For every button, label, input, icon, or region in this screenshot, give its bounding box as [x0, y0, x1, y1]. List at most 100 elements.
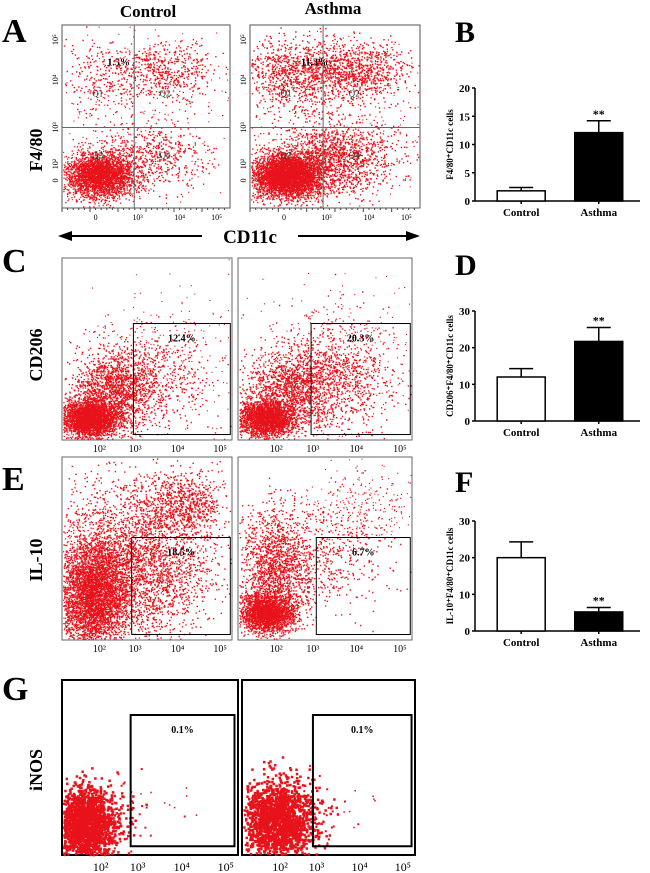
quadrant-label-q4: Q4	[349, 151, 360, 161]
y-tick-label: 10⁵	[239, 34, 248, 45]
x-tick-label: Control	[503, 427, 539, 439]
scatter-points	[239, 485, 338, 638]
y-tick-label: 20	[459, 83, 471, 95]
y-axis-label: F4/80⁺CD11c cells	[445, 109, 455, 180]
y-label-f480: F4/80	[26, 129, 46, 172]
y-tick-label: 15	[459, 111, 471, 123]
header-control: Control	[120, 2, 177, 21]
flow-plot-e-control: 18.5% 10² 10³ 10⁴ 10⁵	[61, 456, 233, 655]
gate-box	[315, 537, 411, 636]
x-tick-label: 10⁵	[211, 213, 222, 222]
bar-control	[496, 556, 546, 632]
y-tick-label: 10⁵	[51, 34, 60, 45]
x-tick-label: Control	[503, 207, 539, 219]
x-tick-label: 10⁵	[213, 644, 227, 655]
scatter-points	[253, 94, 420, 208]
x-tick-label: 10²	[93, 444, 106, 455]
x-tick-label: 10⁵	[401, 213, 412, 222]
bar-chart-b: 0 5 10 15 20 F4/80⁺CD11c cells Control Asthma **	[445, 83, 640, 219]
flow-plot-g-asthma: 0.1% 10² 10³ 10⁴ 10⁵	[241, 679, 416, 873]
quadrant-label-q1: Q1	[281, 88, 292, 98]
x-tick-label: 10⁵	[213, 444, 227, 455]
scatter-points	[251, 139, 357, 207]
y-tick-label: 10³	[51, 122, 60, 133]
panel-letter-b: B	[455, 16, 475, 49]
gate-percentage: 11.3%	[301, 57, 328, 68]
gate-percentage: 20.3%	[347, 334, 375, 345]
x-tick-label: 10³	[321, 213, 332, 222]
panel-letter-a: A	[2, 13, 27, 50]
x-tick-label: 10⁵	[395, 860, 411, 873]
x-tick-label: 10³	[306, 644, 319, 655]
x-tick-label: 10⁴	[174, 213, 185, 222]
right-arrow-icon	[406, 231, 420, 241]
x-tick-label: 10⁴	[350, 444, 364, 455]
gate-percentage: 1.5%	[107, 57, 130, 68]
x-tick-label: 10⁴	[171, 444, 185, 455]
gate-percentage: 0.1%	[351, 725, 374, 736]
scatter-points	[72, 87, 220, 202]
x-tick-label: 10³	[309, 860, 325, 873]
gate-box	[311, 714, 413, 848]
y-label-inos: iNOS	[26, 749, 46, 791]
x-tick-label: Control	[503, 637, 539, 649]
x-tick-label: 10³	[130, 860, 146, 873]
panel-letter-g: G	[2, 671, 28, 708]
x-tick-label: 10⁵	[218, 860, 234, 873]
gate-box	[131, 537, 231, 636]
flow-plot-c-asthma: 20.3% 10² 10³ 10⁴ 10⁵	[237, 257, 413, 455]
flow-plot-e-asthma: 6.7% 10² 10³ 10⁴ 10⁵	[237, 456, 413, 655]
quadrant-label-q3: Q3	[281, 151, 292, 161]
y-tick-label: 20	[459, 343, 471, 355]
y-tick-label: 10	[459, 379, 471, 391]
panel-letter-f: F	[455, 466, 473, 499]
y-tick-label: 10²	[51, 158, 60, 169]
y-tick-label: 30	[459, 306, 471, 318]
scatter-points	[64, 461, 232, 581]
x-tick-label: 10³	[129, 644, 142, 655]
x-tick-label: 10²	[270, 444, 283, 455]
y-axis-label: IL-10⁺F4/80⁺CD11c cells	[445, 527, 455, 624]
gate-percentage: 18.5%	[167, 548, 195, 559]
gate-box	[310, 323, 411, 436]
quadrant-label-q2: Q2	[159, 88, 170, 98]
y-tick-label: 0	[465, 196, 471, 208]
scatter-points	[63, 26, 180, 126]
x-tick-label: 10⁴	[174, 860, 190, 873]
x-tick-label: Asthma	[580, 637, 617, 649]
x-tick-label: 10²	[93, 644, 106, 655]
y-tick-label: 30	[459, 516, 471, 528]
y-label-cd206: CD206	[26, 329, 46, 382]
panel-letter-c: C	[2, 243, 27, 280]
scatter-points	[124, 458, 230, 551]
x-tick-label: 10²	[93, 860, 109, 873]
scatter-points	[239, 314, 367, 439]
scatter-points	[260, 31, 420, 117]
x-tick-label: 10³	[129, 444, 142, 455]
significance-label: **	[593, 314, 605, 328]
bar-asthma	[574, 131, 624, 202]
x-tick-label: 10⁴	[352, 860, 368, 873]
x-tick-label: 10⁴	[350, 644, 364, 655]
x-tick-label: Asthma	[580, 427, 617, 439]
y-tick-label: 10	[459, 140, 471, 152]
x-tick-label: 10⁵	[393, 644, 407, 655]
quadrant-label-q4: Q4	[159, 151, 170, 161]
scatter-points	[63, 459, 232, 641]
bar-control	[496, 376, 546, 422]
y-tick-label: 10⁴	[239, 74, 248, 85]
y-tick-label: 0	[239, 179, 248, 183]
x-tick-label: 10²	[270, 644, 283, 655]
left-arrow-icon	[58, 231, 72, 241]
y-axis-label: CD206⁺F4/80⁺CD11c cells	[445, 315, 455, 417]
panel-letter-d: D	[455, 249, 477, 282]
gate-percentage: 12.4%	[168, 334, 196, 345]
flow-plot-a-control: Q1 Q2 Q3 Q4 1.5% 0 10³ 10⁴ 10⁵ 0 10² 10³ 10⁴ 10⁵	[51, 24, 231, 222]
y-tick-label: 10³	[239, 122, 248, 133]
bar-chart-d: 0 10 20 30 CD206⁺F4/80⁺CD11c cells Control Ast…	[445, 306, 640, 439]
significance-label: **	[593, 107, 605, 121]
y-tick-label: 5	[465, 168, 471, 180]
bar-chart-f: 0 10 20 30 IL-10⁺F4/80⁺CD11c cells Control Ast…	[445, 516, 640, 649]
panel-letter-e: E	[2, 461, 25, 498]
x-tick-label: Asthma	[580, 207, 617, 219]
